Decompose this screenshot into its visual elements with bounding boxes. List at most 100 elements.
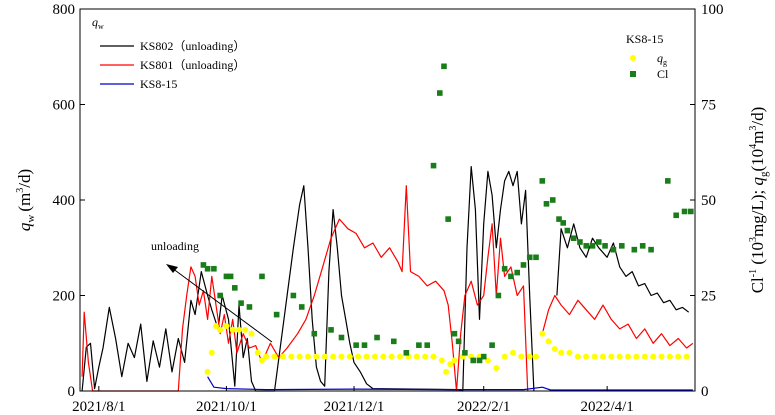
scatter-point-cl-20 xyxy=(403,350,410,356)
scatter-point-q-g-33 xyxy=(443,368,450,375)
scatter-point-q-g-31 xyxy=(430,353,437,360)
x-tick-label-2: 2021/12/1 xyxy=(324,399,385,415)
scatter-point-q-g-2 xyxy=(212,323,219,330)
annotation-label: unloading xyxy=(151,239,199,253)
scatter-point-cl-32 xyxy=(480,353,487,360)
scatter-point-cl-37 xyxy=(514,269,520,276)
scatter-point-q-g-64 xyxy=(683,353,690,360)
left-tick-label-3: 600 xyxy=(53,98,76,114)
scatter-point-cl-38 xyxy=(520,262,527,268)
scatter-point-q-g-41 xyxy=(501,353,508,360)
scatter-point-q-g-7 xyxy=(242,326,249,333)
scatter-point-q-g-16 xyxy=(305,353,312,360)
annotation-arrow-line xyxy=(171,267,273,343)
right-tick-label-3: 75 xyxy=(701,98,716,114)
scatter-point-cl-7 xyxy=(238,300,244,306)
scatter-point-q-g-35 xyxy=(451,357,458,364)
scatter-point-cl-46 xyxy=(564,227,571,234)
scatter-point-cl-48 xyxy=(577,239,583,245)
scatter-point-cl-15 xyxy=(338,334,345,341)
series-line-1 xyxy=(556,223,690,313)
right-axis-title: Cl-1 (103mg/L); qg(104m3/d) xyxy=(748,107,770,294)
scatter-point-cl-9 xyxy=(259,273,265,280)
x-tick-label-0: 2021/8/1 xyxy=(72,399,125,415)
scatter-point-cl-61 xyxy=(688,208,694,215)
scatter-point-q-g-45 xyxy=(533,353,540,360)
scatter-point-cl-5 xyxy=(227,273,234,280)
scatter-point-q-g-26 xyxy=(388,353,395,360)
scatter-point-q-g-34 xyxy=(447,361,454,368)
legend-marker-cl xyxy=(630,71,636,77)
scatter-point-cl-49 xyxy=(583,243,590,249)
x-tick-label-3: 2022/2/1 xyxy=(457,399,510,415)
scatter-point-q-g-3 xyxy=(217,326,224,333)
scatter-point-cl-12 xyxy=(298,304,305,310)
scatter-point-cl-22 xyxy=(424,342,431,348)
scatter-point-q-g-50 xyxy=(566,349,573,356)
scatter-point-q-g-51 xyxy=(574,353,581,360)
scatter-point-q-g-23 xyxy=(363,353,370,360)
scatter-point-q-g-27 xyxy=(397,353,404,360)
legend-label-qg: qg xyxy=(657,51,667,67)
scatter-point-q-g-32 xyxy=(438,357,445,364)
scatter-point-cl-44 xyxy=(556,216,562,222)
scatter-point-q-g-15 xyxy=(296,353,303,360)
scatter-point-cl-51 xyxy=(595,239,602,245)
scatter-point-q-g-40 xyxy=(493,365,500,372)
scatter-point-q-g-13 xyxy=(279,353,286,360)
scatter-point-q-g-24 xyxy=(371,353,378,360)
scatter-point-q-g-42 xyxy=(510,349,517,356)
scatter-point-cl-42 xyxy=(543,201,550,207)
scatter-point-q-g-20 xyxy=(338,353,345,360)
scatter-point-cl-39 xyxy=(526,254,533,261)
right-tick-label-4: 100 xyxy=(701,2,724,18)
left-legend: qw KS802（unloading） KS801（unloading） KS8… xyxy=(92,15,245,91)
scatter-point-cl-3 xyxy=(217,292,223,299)
legend-marker-qg xyxy=(630,55,636,61)
scatter-point-q-g-59 xyxy=(641,353,648,360)
scatter-point-cl-45 xyxy=(560,220,567,226)
axis-ticks: 2021/8/1 2021/10/1 2021/12/1 2022/2/1 2022/4… xyxy=(53,2,724,415)
scatter-point-cl-35 xyxy=(501,265,508,272)
unloading-annotation: unloading xyxy=(151,239,273,343)
scatter-point-q-g-61 xyxy=(658,353,665,360)
scatter-point-q-g-6 xyxy=(235,326,242,333)
scatter-point-q-g-60 xyxy=(650,353,657,360)
scatter-point-q-g-11 xyxy=(263,353,270,360)
scatter-point-q-g-54 xyxy=(599,353,606,360)
scatter-point-cl-6 xyxy=(231,285,238,291)
scatter-point-cl-58 xyxy=(665,178,671,184)
legend-label-ks801: KS801（unloading） xyxy=(140,58,245,72)
scatter-point-cl-8 xyxy=(246,304,253,310)
scatter-point-q-g-29 xyxy=(413,353,420,360)
scatter-point-q-g-9 xyxy=(254,349,261,356)
scatter-point-q-g-46 xyxy=(539,330,546,337)
scatter-point-cl-27 xyxy=(451,330,458,337)
scatter-point-cl-13 xyxy=(311,330,318,337)
scatter-point-q-g-4 xyxy=(223,323,230,330)
scatter-point-cl-59 xyxy=(673,212,679,219)
scatter-point-cl-11 xyxy=(290,292,297,299)
scatter-point-q-g-44 xyxy=(526,353,533,360)
scatter-point-cl-41 xyxy=(539,178,546,184)
scatter-point-cl-18 xyxy=(374,334,380,341)
series-line-0 xyxy=(81,166,535,392)
legend-label-ks815: KS8-15 xyxy=(140,77,177,91)
scatter-point-cl-21 xyxy=(416,342,422,348)
scatter-point-q-g-63 xyxy=(675,353,682,360)
scatter-point-q-g-53 xyxy=(591,353,598,360)
scatter-point-q-g-57 xyxy=(625,353,632,360)
right-legend: KS8-15 qg Cl xyxy=(626,32,669,81)
scatter-point-cl-57 xyxy=(648,246,654,253)
scatter-point-cl-25 xyxy=(441,63,447,70)
legend-label-ks802: KS802（unloading） xyxy=(140,39,245,53)
scatter-point-cl-14 xyxy=(328,327,334,333)
scatter-point-cl-40 xyxy=(533,254,539,261)
scatter-point-cl-24 xyxy=(436,90,443,96)
scatter-point-q-g-52 xyxy=(583,353,590,360)
scatter-point-cl-0 xyxy=(200,262,207,268)
legend-label-cl: Cl xyxy=(657,67,669,81)
left-tick-label-4: 800 xyxy=(53,2,76,18)
scatter-point-q-g-43 xyxy=(518,353,525,360)
